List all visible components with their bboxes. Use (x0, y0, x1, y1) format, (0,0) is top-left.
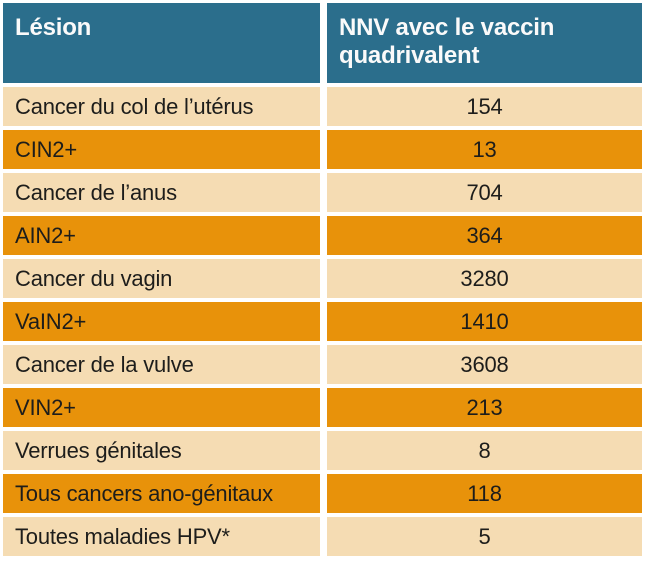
header-cell-lesion: Lésion (3, 3, 320, 83)
table-header-row: Lésion NNV avec le vaccin quadrivalent (3, 3, 642, 83)
nnv-table: Lésion NNV avec le vaccin quadrivalent C… (3, 3, 642, 556)
nnv-value-cell: 364 (327, 216, 642, 255)
table-row: AIN2+ 364 (3, 216, 642, 255)
table-row: Cancer du vagin 3280 (3, 259, 642, 298)
lesion-cell: Tous cancers ano-génitaux (3, 474, 320, 513)
nnv-value-cell: 1410 (327, 302, 642, 341)
table-row: CIN2+ 13 (3, 130, 642, 169)
lesion-cell: VaIN2+ (3, 302, 320, 341)
table-row: Verrues génitales 8 (3, 431, 642, 470)
table-row: Toutes maladies HPV* 5 (3, 517, 642, 556)
table-body: Cancer du col de l’utérus 154 CIN2+ 13 C… (3, 87, 642, 556)
lesion-cell: Cancer du vagin (3, 259, 320, 298)
nnv-value-cell: 5 (327, 517, 642, 556)
lesion-cell: Verrues génitales (3, 431, 320, 470)
lesion-cell: VIN2+ (3, 388, 320, 427)
header-cell-nnv: NNV avec le vaccin quadrivalent (327, 3, 642, 83)
lesion-cell: Cancer de l’anus (3, 173, 320, 212)
nnv-value-cell: 213 (327, 388, 642, 427)
nnv-value-cell: 8 (327, 431, 642, 470)
nnv-value-cell: 704 (327, 173, 642, 212)
table-row: VaIN2+ 1410 (3, 302, 642, 341)
table-row: Tous cancers ano-génitaux 118 (3, 474, 642, 513)
nnv-value-cell: 3280 (327, 259, 642, 298)
lesion-cell: Toutes maladies HPV* (3, 517, 320, 556)
lesion-cell: AIN2+ (3, 216, 320, 255)
table-row: Cancer du col de l’utérus 154 (3, 87, 642, 126)
nnv-value-cell: 118 (327, 474, 642, 513)
nnv-value-cell: 13 (327, 130, 642, 169)
table-row: VIN2+ 213 (3, 388, 642, 427)
nnv-value-cell: 154 (327, 87, 642, 126)
nnv-value-cell: 3608 (327, 345, 642, 384)
lesion-cell: Cancer du col de l’utérus (3, 87, 320, 126)
lesion-cell: Cancer de la vulve (3, 345, 320, 384)
table-row: Cancer de l’anus 704 (3, 173, 642, 212)
lesion-cell: CIN2+ (3, 130, 320, 169)
table-row: Cancer de la vulve 3608 (3, 345, 642, 384)
